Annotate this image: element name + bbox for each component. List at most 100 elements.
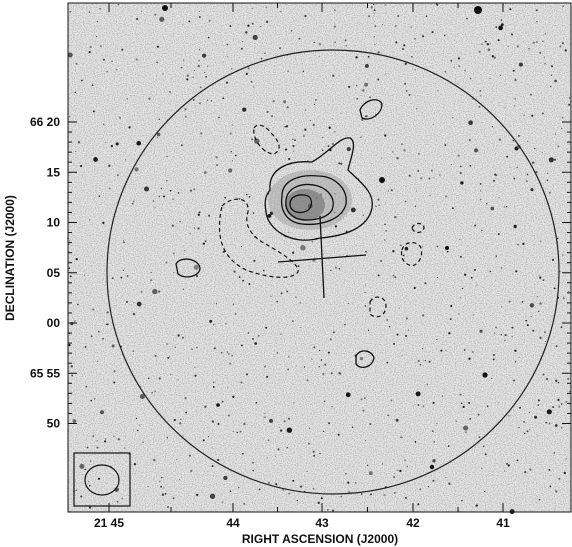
- star: [270, 295, 272, 297]
- star: [374, 43, 376, 46]
- star: [88, 51, 91, 54]
- star: [106, 70, 108, 73]
- star: [126, 98, 128, 100]
- star: [430, 169, 433, 172]
- star: [230, 151, 232, 153]
- star: [432, 401, 435, 404]
- star: [318, 43, 322, 46]
- star: [539, 302, 542, 305]
- star: [182, 24, 184, 26]
- star: [172, 198, 174, 200]
- star: [457, 83, 459, 85]
- y-tick-label: 66 20: [30, 115, 60, 129]
- star: [117, 3, 120, 6]
- star: [260, 57, 263, 60]
- star: [530, 93, 532, 96]
- star: [123, 240, 125, 242]
- star: [324, 363, 327, 366]
- star: [241, 452, 244, 455]
- star: [263, 269, 265, 272]
- star: [334, 41, 337, 43]
- star: [370, 6, 373, 9]
- star: [568, 97, 571, 99]
- star: [428, 177, 431, 180]
- star: [158, 195, 161, 198]
- star: [503, 206, 506, 208]
- star: [209, 319, 213, 323]
- star: [386, 319, 389, 321]
- star: [199, 86, 202, 89]
- star: [172, 497, 175, 500]
- star: [68, 115, 71, 118]
- star: [288, 492, 290, 495]
- star: [69, 11, 71, 13]
- star: [239, 430, 242, 433]
- star: [421, 246, 423, 248]
- star: [283, 100, 287, 104]
- star: [522, 242, 525, 246]
- star: [537, 399, 540, 402]
- star: [287, 91, 289, 93]
- star: [81, 79, 83, 82]
- star: [384, 4, 386, 6]
- star: [154, 207, 156, 209]
- star: [288, 356, 290, 358]
- star: [210, 100, 213, 102]
- star: [392, 342, 396, 345]
- star: [254, 342, 258, 345]
- star: [318, 349, 321, 352]
- star: [204, 405, 207, 408]
- star: [70, 321, 74, 326]
- star: [504, 107, 506, 109]
- star: [111, 277, 114, 279]
- star: [99, 8, 101, 10]
- star: [68, 267, 71, 269]
- star: [158, 118, 161, 121]
- star: [459, 393, 462, 396]
- star: [392, 250, 395, 253]
- bright-star: [379, 177, 385, 183]
- star: [330, 372, 333, 375]
- star: [148, 97, 151, 100]
- star: [565, 458, 567, 460]
- star: [468, 357, 471, 360]
- star: [356, 98, 358, 100]
- x-axis-ticks: 21 45 44 43 42 41: [94, 3, 510, 530]
- star: [88, 484, 91, 487]
- star: [166, 180, 168, 182]
- star: [332, 74, 335, 77]
- star: [529, 303, 535, 308]
- star: [484, 40, 487, 43]
- star: [280, 333, 282, 335]
- star: [88, 11, 91, 13]
- star: [246, 373, 248, 376]
- star: [493, 56, 496, 59]
- star: [417, 404, 420, 407]
- star: [166, 437, 168, 439]
- star: [117, 438, 120, 441]
- star: [547, 172, 549, 174]
- star: [561, 116, 564, 119]
- star: [206, 65, 209, 67]
- star: [559, 45, 562, 48]
- star: [198, 211, 201, 214]
- star: [340, 162, 343, 165]
- star: [500, 334, 502, 336]
- star: [280, 429, 283, 432]
- star: [163, 195, 165, 198]
- star: [373, 12, 375, 14]
- star: [486, 405, 489, 407]
- star: [189, 189, 193, 192]
- y-tick-label: 50: [47, 417, 61, 431]
- star: [333, 130, 336, 133]
- star: [222, 61, 224, 63]
- star: [135, 417, 138, 420]
- star: [189, 232, 192, 235]
- star: [495, 174, 498, 177]
- bright-star: [162, 5, 168, 11]
- star: [500, 19, 503, 21]
- star: [516, 459, 519, 462]
- star: [512, 379, 516, 382]
- star: [424, 282, 427, 285]
